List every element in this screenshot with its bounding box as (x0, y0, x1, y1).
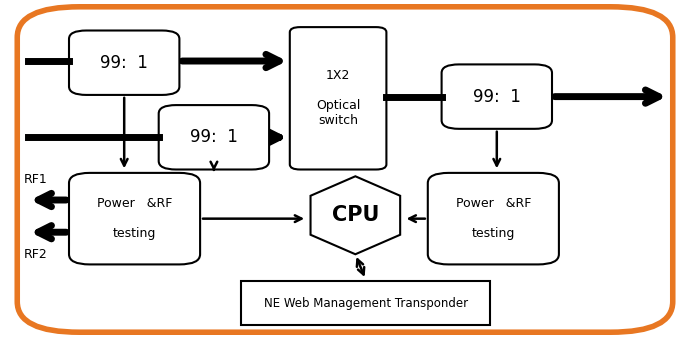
Text: Power   &RF

testing: Power &RF testing (455, 197, 531, 240)
Text: 99:  1: 99: 1 (190, 128, 238, 146)
Text: RF1: RF1 (24, 173, 48, 186)
Text: 99:  1: 99: 1 (100, 54, 148, 72)
Text: NE Web Management Transponder: NE Web Management Transponder (264, 297, 468, 310)
Polygon shape (310, 176, 400, 254)
Text: 99:  1: 99: 1 (473, 87, 521, 106)
FancyBboxPatch shape (69, 31, 179, 95)
FancyBboxPatch shape (428, 173, 559, 264)
Text: CPU: CPU (332, 205, 379, 225)
FancyBboxPatch shape (290, 27, 386, 170)
Text: 1X2

Optical
switch: 1X2 Optical switch (316, 69, 360, 127)
FancyBboxPatch shape (69, 173, 200, 264)
FancyBboxPatch shape (442, 64, 552, 129)
FancyBboxPatch shape (17, 7, 673, 332)
Bar (241, 281, 490, 325)
Text: Power   &RF

testing: Power &RF testing (97, 197, 172, 240)
Text: RF2: RF2 (24, 248, 48, 261)
FancyBboxPatch shape (159, 105, 269, 170)
